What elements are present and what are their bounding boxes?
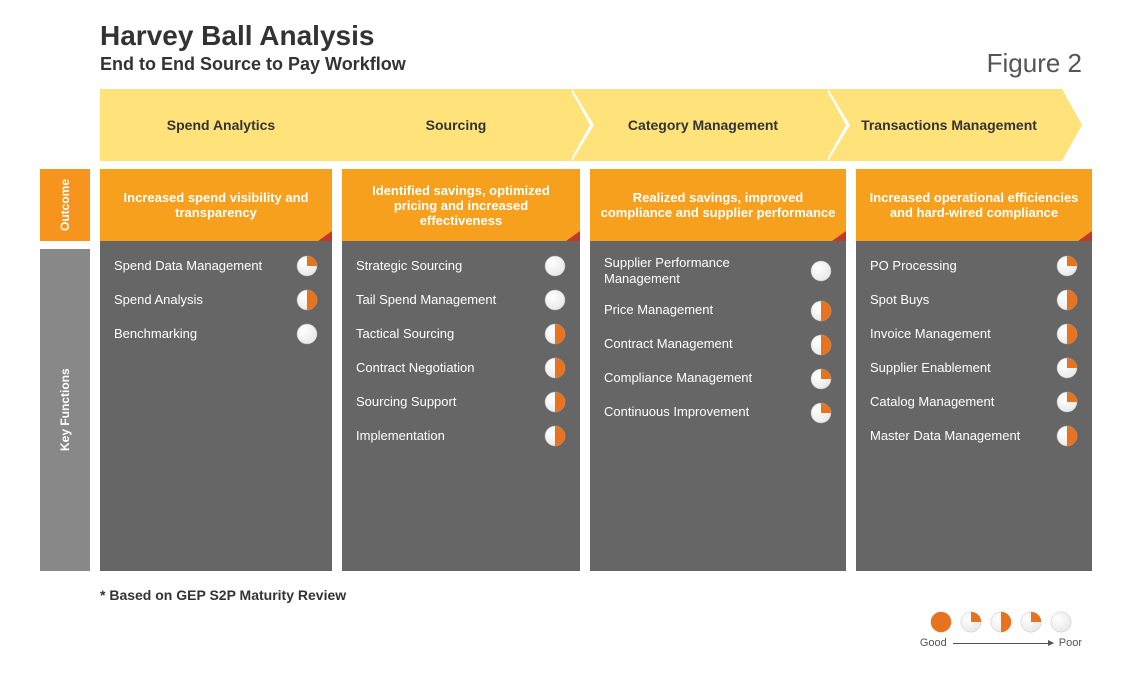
outcome-box: Increased spend visibility and transpare… — [100, 169, 332, 241]
function-row: Contract Negotiation — [356, 357, 566, 379]
analysis-column: Realized savings, improved compliance an… — [590, 169, 846, 571]
function-label: Spend Analysis — [114, 292, 288, 308]
harvey-ball-icon — [1056, 391, 1078, 413]
workflow-chevron: Sourcing — [332, 89, 570, 161]
function-row: Spot Buys — [870, 289, 1078, 311]
legend-good-label: Good — [920, 637, 947, 649]
harvey-ball-icon — [810, 368, 832, 390]
function-row: Supplier Enablement — [870, 357, 1078, 379]
function-row: Price Management — [604, 300, 832, 322]
outcome-box: Identified savings, optimized pricing an… — [342, 169, 580, 241]
function-label: Spend Data Management — [114, 258, 288, 274]
function-label: Continuous Improvement — [604, 404, 802, 420]
outcome-box: Realized savings, improved compliance an… — [590, 169, 846, 241]
function-row: Supplier Performance Management — [604, 255, 832, 288]
function-label: Supplier Enablement — [870, 360, 1048, 376]
function-label: PO Processing — [870, 258, 1048, 274]
function-row: Sourcing Support — [356, 391, 566, 413]
function-label: Tail Spend Management — [356, 292, 536, 308]
function-label: Catalog Management — [870, 394, 1048, 410]
harvey-ball-icon — [810, 334, 832, 356]
legend-harvey-ball-icon — [1020, 611, 1042, 633]
side-label-outcome: Outcome — [40, 169, 90, 241]
legend-poor-label: Poor — [1059, 637, 1082, 649]
harvey-ball-icon — [1056, 289, 1078, 311]
harvey-ball-icon — [1056, 323, 1078, 345]
function-row: Tactical Sourcing — [356, 323, 566, 345]
footnote: * Based on GEP S2P Maturity Review — [100, 587, 1092, 603]
function-label: Tactical Sourcing — [356, 326, 536, 342]
harvey-ball-icon — [1056, 425, 1078, 447]
harvey-ball-icon — [1056, 357, 1078, 379]
function-row: Spend Analysis — [114, 289, 318, 311]
harvey-ball-icon — [544, 357, 566, 379]
legend-balls — [930, 611, 1072, 633]
function-label: Invoice Management — [870, 326, 1048, 342]
workflow-chevron: Category Management — [570, 89, 826, 161]
function-row: Benchmarking — [114, 323, 318, 345]
harvey-ball-icon — [296, 289, 318, 311]
functions-box: Spend Data Management Spend Analysis Bench… — [100, 241, 332, 571]
harvey-ball-icon — [544, 391, 566, 413]
figure-label: Figure 2 — [987, 48, 1082, 79]
function-row: Spend Data Management — [114, 255, 318, 277]
function-label: Sourcing Support — [356, 394, 536, 410]
outcome-box: Increased operational efficiencies and h… — [856, 169, 1092, 241]
analysis-column: Increased spend visibility and transpare… — [100, 169, 332, 571]
functions-box: Supplier Performance Management Price Man… — [590, 241, 846, 571]
analysis-columns: Increased spend visibility and transpare… — [100, 169, 1092, 571]
harvey-ball-icon — [810, 402, 832, 424]
legend-harvey-ball-icon — [960, 611, 982, 633]
functions-box: PO Processing Spot Buys Invoice Management… — [856, 241, 1092, 571]
function-row: Contract Management — [604, 334, 832, 356]
harvey-ball-icon — [1056, 255, 1078, 277]
function-row: PO Processing — [870, 255, 1078, 277]
function-row: Master Data Management — [870, 425, 1078, 447]
function-label: Strategic Sourcing — [356, 258, 536, 274]
function-row: Catalog Management — [870, 391, 1078, 413]
function-label: Spot Buys — [870, 292, 1048, 308]
analysis-column: Identified savings, optimized pricing an… — [342, 169, 580, 571]
harvey-ball-icon — [544, 289, 566, 311]
function-row: Tail Spend Management — [356, 289, 566, 311]
function-row: Implementation — [356, 425, 566, 447]
workflow-chevrons: Spend AnalyticsSourcingCategory Manageme… — [100, 89, 1092, 161]
function-label: Compliance Management — [604, 370, 802, 386]
page-title: Harvey Ball Analysis — [100, 20, 1092, 52]
harvey-ball-icon — [810, 300, 832, 322]
legend-harvey-ball-icon — [930, 611, 952, 633]
harvey-ball-icon — [296, 255, 318, 277]
function-row: Strategic Sourcing — [356, 255, 566, 277]
harvey-ball-icon — [544, 255, 566, 277]
legend-harvey-ball-icon — [1050, 611, 1072, 633]
legend-arrow — [953, 643, 1053, 644]
harvey-ball-icon — [544, 425, 566, 447]
workflow-chevron: Spend Analytics — [100, 89, 332, 161]
function-label: Contract Management — [604, 336, 802, 352]
page-subtitle: End to End Source to Pay Workflow — [100, 54, 1092, 75]
legend-axis: Good Poor — [920, 637, 1082, 649]
function-row: Invoice Management — [870, 323, 1078, 345]
function-label: Benchmarking — [114, 326, 288, 342]
harvey-ball-icon — [544, 323, 566, 345]
function-label: Master Data Management — [870, 428, 1048, 444]
function-label: Supplier Performance Management — [604, 255, 802, 288]
function-label: Contract Negotiation — [356, 360, 536, 376]
function-row: Continuous Improvement — [604, 402, 832, 424]
function-row: Compliance Management — [604, 368, 832, 390]
analysis-column: Increased operational efficiencies and h… — [856, 169, 1092, 571]
side-label-keyfunctions: Key Functions — [40, 249, 90, 571]
workflow-chevron: Transactions Management — [826, 89, 1062, 161]
harvey-ball-icon — [296, 323, 318, 345]
legend-harvey-ball-icon — [990, 611, 1012, 633]
legend: Good Poor — [920, 611, 1082, 649]
functions-box: Strategic Sourcing Tail Spend Management T… — [342, 241, 580, 571]
function-label: Implementation — [356, 428, 536, 444]
harvey-ball-icon — [810, 260, 832, 282]
function-label: Price Management — [604, 302, 802, 318]
